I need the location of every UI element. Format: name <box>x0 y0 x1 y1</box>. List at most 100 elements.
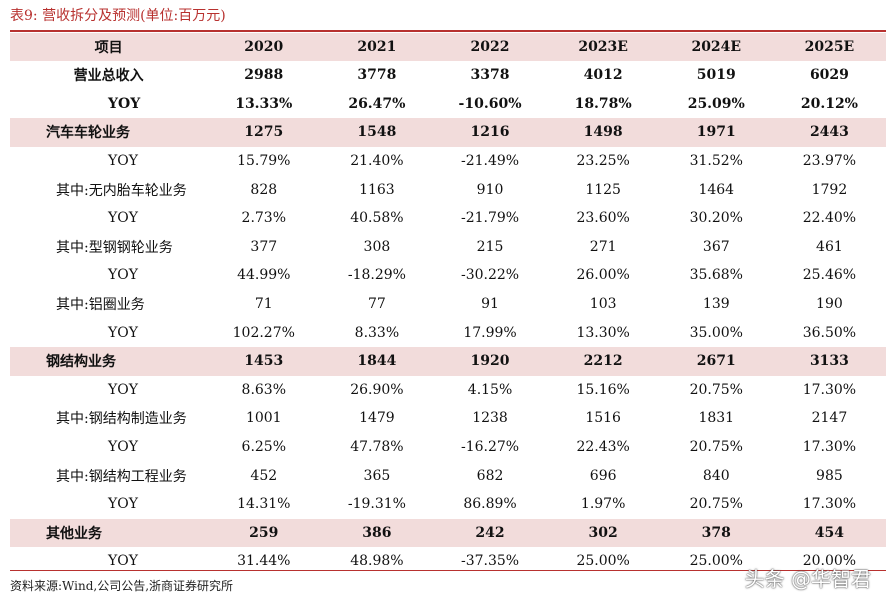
table-cell: 25.00% <box>576 553 630 570</box>
table-cell: -16.27% <box>460 439 520 456</box>
row-label: 其中:无内胎车轮业务 <box>56 182 187 199</box>
table-cell: 2.73% <box>241 210 287 227</box>
table-cell: 367 <box>702 238 730 255</box>
table-row: 其他业务 259 386 242 302 378 454 <box>10 518 886 548</box>
table-cell: 23.60% <box>576 210 630 227</box>
header-year: 2020 <box>207 33 321 61</box>
table-row: 其中:无内胎车轮业务 828 1163 910 1125 1464 1792 <box>10 175 886 204</box>
table-cell: -19.31% <box>347 496 406 513</box>
table-cell: 308 <box>363 238 391 255</box>
table-cell: -18.29% <box>347 267 406 284</box>
table-cell: 21.40% <box>350 153 404 170</box>
table-cell: 1971 <box>659 118 773 147</box>
table-cell: 1831 <box>698 410 735 427</box>
table-cell: 40.58% <box>350 210 404 227</box>
table-cell: 1.97% <box>580 496 626 513</box>
table-cell: 35.00% <box>689 324 743 341</box>
header-item: 项目 <box>10 33 208 61</box>
row-label: 其中:铝圈业务 <box>56 297 145 314</box>
table-cell: 242 <box>433 518 547 548</box>
table-cell: 1920 <box>433 346 547 376</box>
row-label: 汽车车轮业务 <box>10 118 208 147</box>
table-cell: 20.75% <box>689 439 743 456</box>
table-cell: 71 <box>254 296 273 313</box>
table-cell: 1163 <box>359 181 395 198</box>
table-cell: 77 <box>367 296 386 313</box>
table-cell: 36.50% <box>802 324 857 341</box>
table-cell: 20.00% <box>802 553 857 570</box>
table-cell: 102.27% <box>232 324 295 341</box>
table-cell: 840 <box>702 467 730 484</box>
table-cell: 2147 <box>811 410 848 427</box>
table-row: YOY 8.63% 26.90% 4.15% 15.16% 20.75% 17.30% <box>10 376 886 405</box>
table-cell: 1275 <box>207 118 321 147</box>
table-cell: 20.12% <box>800 95 858 112</box>
table-cell: 259 <box>207 518 321 548</box>
header-year: 2022 <box>433 33 547 61</box>
top-rule <box>10 30 886 32</box>
table-cell: 365 <box>363 467 391 484</box>
table-row: 其中:钢结构制造业务 1001 1479 1238 1516 1831 2147 <box>10 404 886 433</box>
row-label: YOY <box>108 210 138 227</box>
table-cell: 30.20% <box>689 210 743 227</box>
table-cell: 271 <box>589 238 617 255</box>
table-cell: 13.30% <box>576 324 630 341</box>
table-cell: 48.98% <box>350 553 404 570</box>
row-label: YOY <box>108 95 141 112</box>
table-row: YOY 13.33% 26.47% -10.60% 18.78% 25.09% 20.12% <box>10 90 886 119</box>
table-cell: 1238 <box>472 410 508 427</box>
table-cell: 17.30% <box>802 496 857 513</box>
table-cell: 2988 <box>244 67 284 84</box>
table-cell: -10.60% <box>458 95 522 112</box>
table-row: YOY 2.73% 40.58% -21.79% 23.60% 30.20% 22.40% <box>10 204 886 233</box>
table-cell: 1792 <box>811 181 848 198</box>
table-cell: 6.25% <box>241 439 287 456</box>
header-year: 2023E <box>546 33 660 61</box>
table-cell: 1498 <box>546 118 660 147</box>
table-cell: 985 <box>816 467 843 484</box>
revenue-table: 项目 2020 2021 2022 2023E 2024E 2025E 营业总收… <box>10 33 886 576</box>
table-cell: 23.97% <box>802 153 857 170</box>
row-label: YOY <box>108 553 138 570</box>
row-label: YOY <box>108 439 138 456</box>
row-label: 其中:钢结构制造业务 <box>56 411 187 428</box>
table-cell: 103 <box>589 296 617 313</box>
table-row: 其中:型钢钢轮业务 377 308 215 271 367 461 <box>10 233 886 262</box>
table-cell: 2671 <box>659 346 773 376</box>
table-cell: 1453 <box>207 346 321 376</box>
row-label: YOY <box>108 267 138 284</box>
table-cell: -21.49% <box>460 153 520 170</box>
table-title: 表9: 营收拆分及预测(单位:百万元) <box>10 8 226 24</box>
table-cell: 2443 <box>772 118 886 147</box>
table-cell: 14.31% <box>237 496 291 513</box>
row-label: 钢结构业务 <box>10 346 208 376</box>
table-cell: 6029 <box>809 67 849 84</box>
table-cell: 910 <box>476 181 504 198</box>
table-cell: 22.43% <box>576 439 630 456</box>
table-cell: 1464 <box>698 181 735 198</box>
table-cell: 86.89% <box>463 496 517 513</box>
table-cell: 22.40% <box>802 210 857 227</box>
table-cell: 25.00% <box>689 553 743 570</box>
table-cell: 91 <box>481 296 499 313</box>
table-cell: 1216 <box>433 118 547 147</box>
table-cell: 3378 <box>470 67 510 84</box>
table-cell: 454 <box>772 518 886 548</box>
table-cell: 2212 <box>546 346 660 376</box>
table-cell: 17.30% <box>802 439 857 456</box>
table-cell: 20.75% <box>689 496 743 513</box>
table-cell: 18.78% <box>574 95 632 112</box>
table-cell: -37.35% <box>460 553 520 570</box>
table-cell: 1479 <box>359 410 395 427</box>
table-cell: 5019 <box>696 67 736 84</box>
table-row: 钢结构业务 1453 1844 1920 2212 2671 3133 <box>10 346 886 376</box>
table-cell: 139 <box>702 296 730 313</box>
table-cell: 682 <box>476 467 504 484</box>
table-cell: 1125 <box>585 181 621 198</box>
table-cell: 20.75% <box>689 381 743 398</box>
bottom-rule <box>10 570 886 571</box>
table-cell: 25.46% <box>802 267 857 284</box>
table-cell: 461 <box>816 238 843 255</box>
row-label: YOY <box>108 381 138 398</box>
table-row: 汽车车轮业务 1275 1548 1216 1498 1971 2443 <box>10 118 886 147</box>
